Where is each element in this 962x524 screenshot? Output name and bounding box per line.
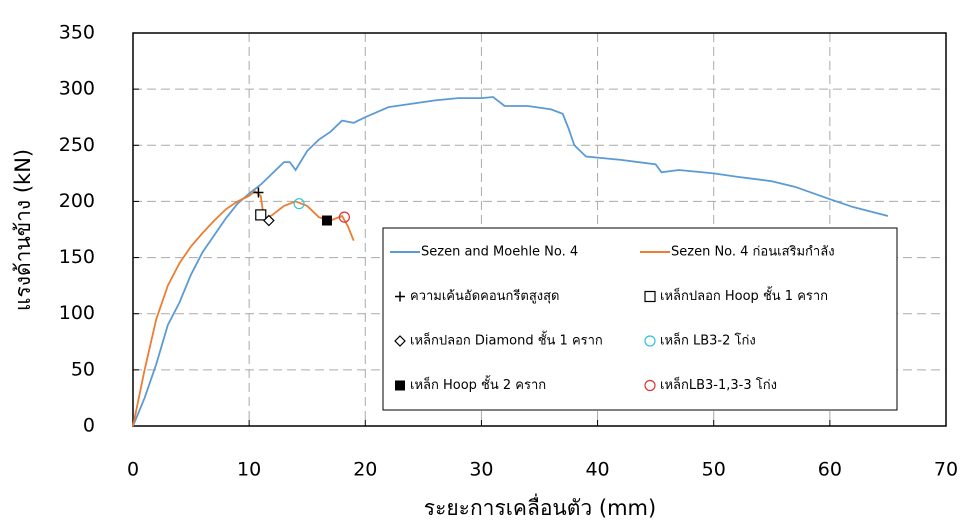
y-tick-label: 150	[59, 246, 95, 268]
x-axis-title: ระยะการเคลื่อนตัว (mm)	[424, 493, 656, 520]
legend-label: Sezen and Moehle No. 4	[421, 245, 578, 260]
legend: Sezen and Moehle No. 4 Sezen No. 4 ก่อนเส…	[382, 227, 898, 411]
y-tick-label: 100	[59, 302, 95, 324]
y-tick-label: 250	[59, 134, 95, 156]
legend-label: เหล็กLB3-1,3-3 โก่ง	[660, 375, 777, 393]
marker	[321, 215, 332, 226]
series-line	[132, 190, 355, 427]
marker	[255, 209, 267, 221]
y-tick-label: 50	[71, 358, 95, 380]
x-tick-label: 30	[469, 459, 493, 481]
legend-label: เหล็กปลอก Diamond ชั้น 1 คราก	[410, 331, 603, 349]
x-tick-label: 60	[818, 459, 842, 481]
legend-label: เหล็ก Hoop ชั้น 2 คราก	[410, 375, 546, 393]
marker	[395, 380, 405, 391]
marker	[394, 335, 406, 347]
x-tick-label: 70	[934, 459, 958, 481]
legend-label: เหล็ก LB3-2 โก่ง	[660, 331, 756, 349]
x-tick-label: 20	[353, 459, 377, 481]
marker	[644, 335, 656, 347]
marker	[293, 198, 305, 210]
y-tick-label: 300	[59, 78, 95, 100]
legend-label: Sezen No. 4 ก่อนเสริมกำลัง	[671, 245, 835, 260]
legend-box	[382, 227, 898, 411]
series-line	[132, 96, 889, 427]
x-tick-label: 40	[585, 459, 609, 481]
marker	[644, 290, 656, 303]
plot-frame	[132, 32, 947, 427]
y-tick-label: 0	[83, 415, 95, 437]
x-tick-label: 50	[702, 459, 726, 481]
x-tick-label: 0	[127, 459, 139, 481]
x-tick-label: 10	[237, 459, 261, 481]
marker	[338, 211, 350, 223]
marker	[395, 291, 405, 302]
marker	[644, 379, 656, 392]
y-tick-label: 200	[59, 190, 95, 212]
marker	[253, 187, 264, 198]
y-axis-title: แรงด้านข้าง (kN)	[11, 149, 35, 311]
legend-label: เหล็กปลอก Hoop ชั้น 1 คราก	[660, 286, 828, 304]
marker	[263, 214, 275, 227]
legend-label: ความเค้นอัดคอนกรีตสูงสุด	[410, 288, 560, 304]
y-tick-label: 350	[59, 22, 95, 44]
